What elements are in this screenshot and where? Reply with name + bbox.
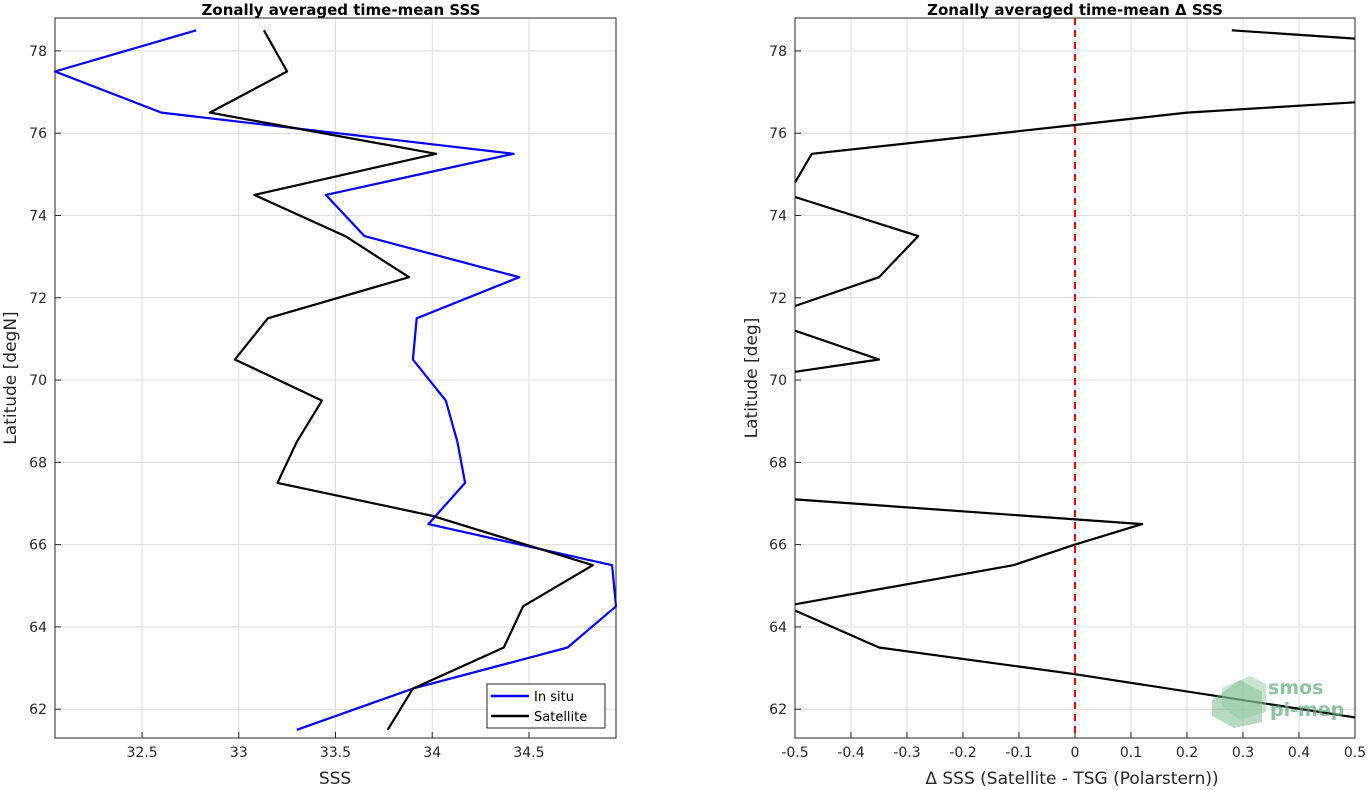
delta-x-tick-label: -0.2	[949, 745, 976, 761]
delta-series	[794, 29, 1356, 719]
sss-x-axis-label: SSS	[319, 769, 351, 789]
delta-y-tick-label: 62	[769, 702, 787, 718]
delta-line-series-0	[794, 329, 881, 373]
legend: In situ Satellite	[486, 683, 606, 729]
delta-x-tick-label: -0.1	[1005, 745, 1032, 761]
sss-x-tick-label: 34	[423, 745, 441, 761]
logo-text-pi-mep: pi-mep	[1270, 699, 1344, 721]
sss-line-in-situ	[53, 29, 618, 731]
delta-x-tick-label: -0.4	[837, 745, 864, 761]
delta-y-tick-label: 66	[769, 538, 787, 554]
smos-pi-mep-logo: smos pi-mep	[1212, 676, 1344, 728]
sss-y-tick-label: 78	[29, 44, 47, 60]
delta-title: Zonally averaged time-mean Δ SSS	[927, 1, 1223, 19]
sss-title: Zonally averaged time-mean SSS	[202, 1, 481, 19]
delta-y-tick-label: 74	[769, 208, 787, 224]
legend-label-in-situ: In situ	[534, 690, 574, 705]
sss-series	[53, 29, 618, 731]
delta-y-tick-label: 72	[769, 291, 787, 307]
delta-x-tick-label: 0.1	[1120, 745, 1142, 761]
sss-ticks: 32.5 33 33.5 34 34.5 62 64 66 68 70 72 74 76 78	[29, 44, 544, 761]
sss-y-tick-label: 72	[29, 291, 47, 307]
delta-y-tick-label: 68	[769, 455, 787, 471]
delta-x-tick-label: -0.3	[893, 745, 920, 761]
delta-y-tick-label: 64	[769, 620, 787, 636]
delta-y-tick-label: 78	[769, 44, 787, 60]
sss-y-tick-label: 64	[29, 620, 47, 636]
sss-y-tick-label: 76	[29, 126, 47, 142]
sss-x-tick-label: 32.5	[126, 745, 157, 761]
delta-x-tick-label: -0.5	[781, 745, 808, 761]
sss-x-tick-label: 33.5	[320, 745, 351, 761]
delta-x-axis-label: Δ SSS (Satellite - TSG (Polarstern))	[925, 769, 1218, 789]
delta-x-tick-label: 0.2	[1176, 745, 1198, 761]
delta-x-tick-label: 0	[1071, 745, 1080, 761]
sss-y-tick-label: 66	[29, 538, 47, 554]
sss-y-tick-label: 70	[29, 373, 47, 389]
delta-x-tick-label: 0.3	[1232, 745, 1254, 761]
delta-x-tick-label: 0.4	[1288, 745, 1310, 761]
sss-x-tick-label: 33	[230, 745, 248, 761]
sss-y-axis-label: Latitude [degN]	[1, 311, 21, 444]
delta-ticks: -0.5 -0.4 -0.3 -0.2 -0.1 0 0.1 0.2 0.3 0.4 0.5 62 64…	[769, 44, 1366, 761]
sss-panel: 32.5 33 33.5 34 34.5 62 64 66 68 70 72 74 76 78 Zonal…	[1, 1, 618, 789]
delta-line-series-0	[1231, 29, 1356, 40]
sss-y-tick-label: 62	[29, 702, 47, 718]
sss-x-tick-label: 34.5	[513, 745, 544, 761]
sss-line-satellite	[208, 29, 594, 731]
delta-sss-panel: -0.5 -0.4 -0.3 -0.2 -0.1 0 0.1 0.2 0.3 0.4 0.5 62 64…	[742, 1, 1366, 789]
delta-y-tick-label: 70	[769, 373, 787, 389]
sss-y-tick-label: 68	[29, 455, 47, 471]
legend-box	[486, 683, 606, 729]
sss-y-tick-label: 74	[29, 208, 47, 224]
legend-label-satellite: Satellite	[534, 710, 587, 725]
delta-line-series-0	[794, 101, 1356, 184]
logo-cube-shape-2	[1222, 676, 1266, 720]
delta-y-tick-label: 76	[769, 126, 787, 142]
delta-line-series-0	[794, 195, 920, 308]
delta-y-axis-label: Latitude [deg]	[742, 318, 762, 439]
delta-line-series-0	[794, 609, 1356, 719]
delta-x-tick-label: 0.5	[1344, 745, 1366, 761]
logo-text-smos: smos	[1268, 677, 1323, 699]
delta-line-series-0	[794, 498, 1144, 606]
